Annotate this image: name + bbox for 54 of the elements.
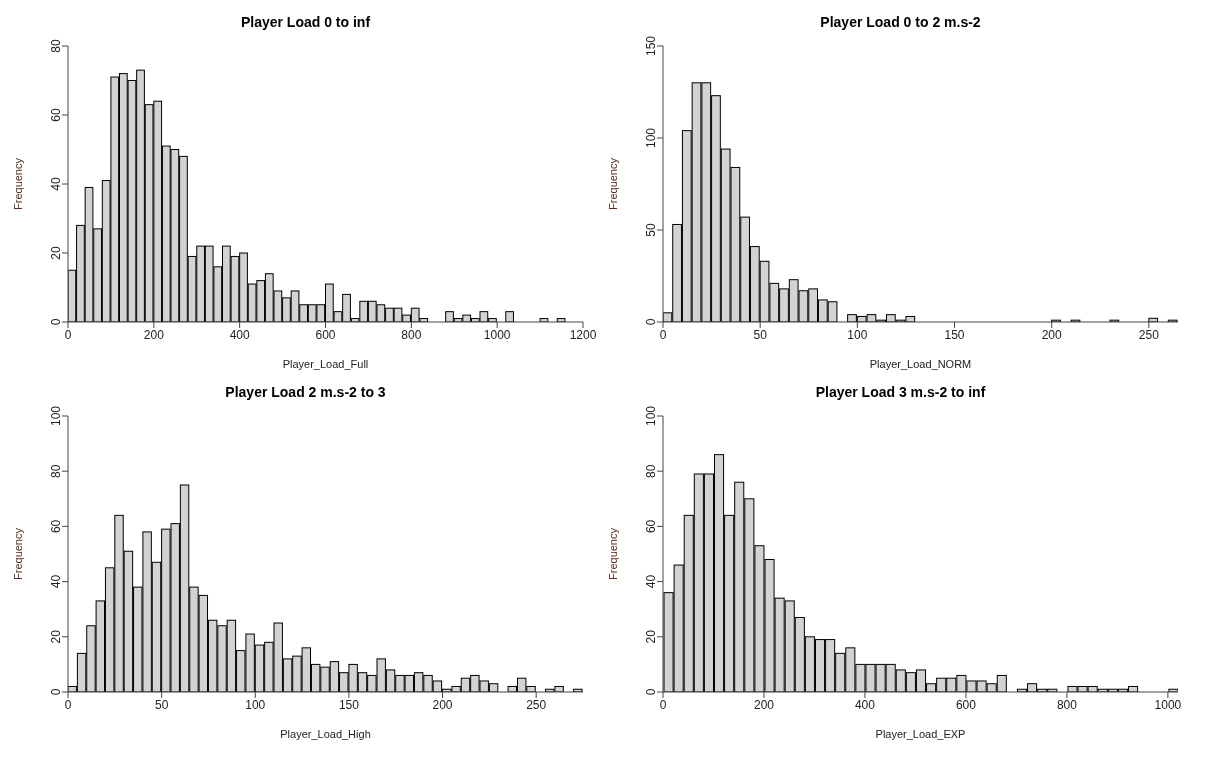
y-tick-label: 0 — [644, 318, 659, 326]
y-tick-label: 60 — [644, 519, 659, 534]
chart-title: Player Load 3 m.s-2 to inf — [814, 383, 987, 402]
x-tick-label: 200 — [143, 327, 165, 342]
x-tick-label: 150 — [944, 327, 965, 342]
x-tick-label: 250 — [1138, 327, 1160, 342]
y-axis-title: Frequency — [606, 157, 619, 210]
x-axis-title: Player_Load_Full — [282, 358, 369, 370]
y-tick-label: 80 — [644, 464, 659, 478]
y-tick-label: 40 — [49, 574, 64, 589]
chart-title: Player Load 0 to 2 m.s-2 — [819, 13, 982, 32]
x-tick-label: 250 — [526, 697, 547, 712]
x-tick-label: 1000 — [483, 327, 511, 342]
y-tick-label: 100 — [49, 405, 64, 427]
y-tick-label: 0 — [49, 318, 64, 326]
x-tick-label: 1000 — [1154, 697, 1182, 712]
x-tick-label: 400 — [229, 327, 250, 342]
x-tick-label: 150 — [338, 697, 360, 712]
x-tick-label: 600 — [315, 327, 336, 342]
chart-title: Player Load 0 to inf — [239, 13, 372, 32]
y-tick-label: 100 — [644, 405, 659, 427]
y-tick-label: 20 — [49, 629, 64, 644]
y-axis-title: Frequency — [606, 527, 619, 580]
x-tick-label: 100 — [847, 327, 868, 342]
x-tick-label: 800 — [401, 327, 422, 342]
y-tick-label: 0 — [644, 688, 659, 696]
y-tick-label: 40 — [644, 574, 659, 589]
x-tick-label: 600 — [955, 697, 977, 712]
x-axis-title: Player_Load_NORM — [869, 358, 972, 370]
y-tick-label: 100 — [644, 127, 659, 149]
y-tick-label: 20 — [644, 629, 659, 644]
y-tick-label: 20 — [49, 246, 64, 260]
y-tick-label: 0 — [49, 688, 64, 696]
x-tick-label: 50 — [753, 327, 768, 342]
x-tick-label: 200 — [432, 697, 453, 712]
y-tick-label: 150 — [644, 35, 659, 57]
y-tick-label: 50 — [644, 223, 659, 237]
y-tick-label: 80 — [49, 39, 64, 53]
x-axis-title: Player_Load_High — [280, 728, 371, 740]
chart-title: Player Load 2 m.s-2 to 3 — [224, 383, 387, 402]
x-tick-label: 200 — [1041, 327, 1063, 342]
x-axis-title: Player_Load_EXP — [875, 728, 966, 740]
y-axis-title: Frequency — [11, 157, 24, 210]
x-tick-label: 400 — [854, 697, 876, 712]
x-tick-label: 1200 — [569, 327, 597, 342]
x-tick-label: 50 — [154, 697, 169, 712]
y-axis-title: Frequency — [11, 527, 24, 580]
x-tick-label: 800 — [1056, 697, 1078, 712]
x-tick-label: 200 — [753, 697, 775, 712]
y-tick-label: 60 — [49, 519, 64, 534]
y-tick-label: 60 — [49, 108, 64, 122]
y-tick-label: 80 — [49, 464, 64, 478]
y-tick-label: 40 — [49, 177, 64, 191]
x-tick-label: 100 — [245, 697, 266, 712]
